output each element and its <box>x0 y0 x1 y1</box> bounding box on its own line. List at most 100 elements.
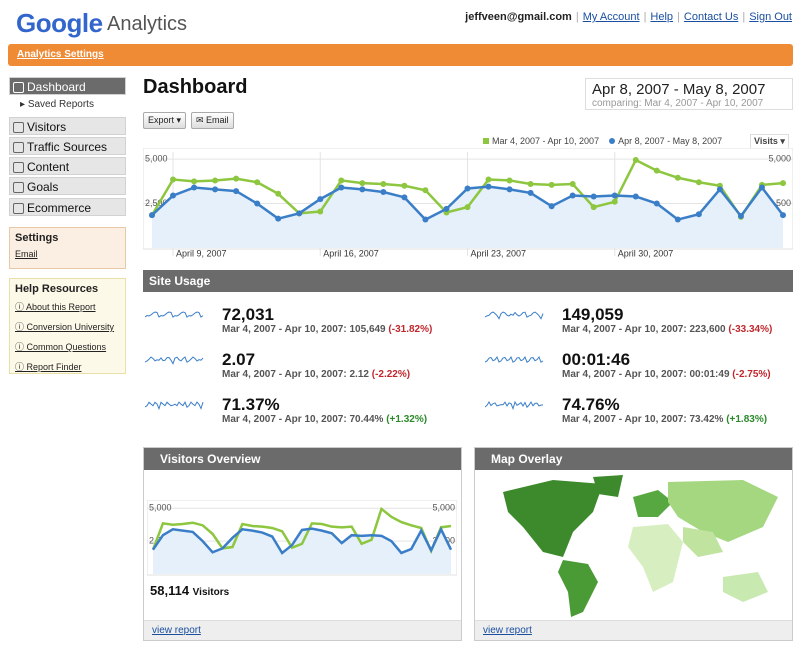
point <box>758 184 765 191</box>
product-name: Analytics <box>107 13 188 35</box>
point <box>359 180 366 187</box>
point <box>170 176 177 183</box>
help-box: Help Resources ⓘ About this Report ⓘ Con… <box>9 278 126 374</box>
change: (+1.83%) <box>726 414 768 425</box>
point <box>527 189 534 196</box>
point <box>380 189 387 195</box>
nav-item[interactable]: Goals <box>9 177 126 195</box>
map-panel: Map Overlay view report <box>474 447 793 641</box>
nav-item[interactable]: Content <box>9 157 126 175</box>
link[interactable]: ⓘ Report Finder <box>15 362 82 372</box>
point <box>590 204 597 211</box>
visitors-total: 58,114 Visitors <box>150 583 229 598</box>
metric: 2.07 Mar 4, 2007 - Apr 10, 2007: 2.12 (-2… <box>145 350 445 390</box>
area <box>152 186 783 248</box>
settings-bar: Analytics Settings <box>8 44 793 66</box>
link-text: Report Finder <box>26 362 82 372</box>
point <box>464 204 471 211</box>
total: 58,114 <box>150 583 190 598</box>
change: (-31.82%) <box>388 324 433 335</box>
date-picker[interactable]: Apr 8, 2007 - May 8, 2007 comparing: Mar… <box>585 78 793 110</box>
point <box>254 179 261 186</box>
nav-label: Visitors <box>27 120 67 134</box>
legend-swatch <box>483 138 489 144</box>
link[interactable]: Email <box>15 249 38 259</box>
nav-item[interactable]: Dashboard <box>9 77 126 95</box>
link[interactable]: ⓘ Conversion University <box>15 322 115 332</box>
link-text: Conversion University <box>26 322 115 332</box>
point <box>780 212 786 219</box>
point <box>674 174 681 181</box>
nav-label: Saved Reports <box>27 99 94 110</box>
sparkline-box <box>145 311 204 318</box>
box-title: Help Resources <box>15 283 99 295</box>
sparkline-box <box>145 356 204 365</box>
world-map <box>483 472 786 620</box>
y-tick-label: 5,000 <box>768 153 791 163</box>
visitors-panel: Visitors Overview 58,114 Visitors view r… <box>143 447 462 641</box>
point <box>780 180 786 187</box>
point <box>191 184 198 191</box>
nav-item[interactable]: Ecommerce <box>9 198 126 216</box>
box-title: Settings <box>15 232 59 244</box>
series-line <box>151 526 453 555</box>
point <box>338 184 345 191</box>
logo: Google <box>16 8 103 38</box>
nav-sub[interactable]: ▸ Saved Reports <box>20 99 94 110</box>
point <box>464 185 471 192</box>
link[interactable]: view report <box>483 625 532 636</box>
link[interactable]: Help <box>650 11 674 23</box>
y-tick-label: 5,000 <box>145 153 168 163</box>
legend-label: Mar 4, 2007 - Apr 10, 2007 <box>492 136 600 146</box>
point <box>506 177 513 184</box>
point <box>569 181 576 187</box>
metric-compare: Mar 4, 2007 - Apr 10, 2007: 00:01:49 (-2… <box>562 369 771 380</box>
button-label: Email <box>206 115 229 125</box>
point <box>632 193 639 200</box>
series-line <box>151 506 452 555</box>
user-email: jeffveen@gmail.com <box>465 11 572 23</box>
panel-footer: view report <box>144 620 461 640</box>
link[interactable]: Contact Us <box>683 11 739 23</box>
sparkline <box>485 311 544 320</box>
nav-label: Ecommerce <box>27 201 92 215</box>
point <box>695 211 702 218</box>
metric: 00:01:46 Mar 4, 2007 - Apr 10, 2007: 00:0… <box>485 350 785 390</box>
select-label: Visits <box>754 136 778 146</box>
legend-swatch <box>609 138 616 144</box>
button[interactable]: ✉ Email <box>191 112 234 129</box>
nav-item[interactable]: Traffic Sources <box>9 137 126 155</box>
nav-item[interactable]: Visitors <box>9 117 126 135</box>
panel-title: Map Overlay <box>475 448 792 470</box>
point <box>569 192 576 199</box>
settings-link[interactable]: Analytics Settings <box>17 49 104 60</box>
sparkline-box <box>485 400 544 411</box>
metric-value: 149,059 <box>562 305 624 324</box>
link[interactable]: ⓘ About this Report <box>15 302 96 312</box>
point <box>716 186 723 193</box>
legend: Mar 4, 2007 - Apr 10, 2007 Apr 8, 2007 - … <box>483 136 732 146</box>
metric: 74.76% Mar 4, 2007 - Apr 10, 2007: 73.42%… <box>485 395 785 435</box>
point <box>254 200 261 207</box>
x-tick-label: April 16, 2007 <box>323 248 379 258</box>
point <box>422 187 429 194</box>
link[interactable]: ⓘ Common Questions <box>15 342 107 352</box>
metric: 71.37% Mar 4, 2007 - Apr 10, 2007: 70.44%… <box>145 395 445 435</box>
metric-value: 74.76% <box>562 395 620 414</box>
link[interactable]: My Account <box>582 11 640 23</box>
metric-value: 71.37% <box>222 395 280 414</box>
metric-compare: Mar 4, 2007 - Apr 10, 2007: 2.12 (-2.22%… <box>222 369 410 380</box>
metric-select[interactable]: Visits ▾ <box>750 134 789 149</box>
x-tick-label: April 9, 2007 <box>176 248 227 258</box>
link[interactable]: Sign Out <box>749 11 792 23</box>
point <box>695 179 702 186</box>
nav-label: Goals <box>27 180 59 194</box>
nav-label: Content <box>27 160 70 174</box>
point <box>590 193 597 200</box>
change: (-2.75%) <box>732 369 771 380</box>
compare-text: Mar 4, 2007 - Apr 10, 2007: 00:01:49 <box>562 369 730 380</box>
link[interactable]: view report <box>152 625 201 636</box>
button[interactable]: Export ▾ <box>143 112 187 129</box>
sparkline <box>485 400 544 411</box>
